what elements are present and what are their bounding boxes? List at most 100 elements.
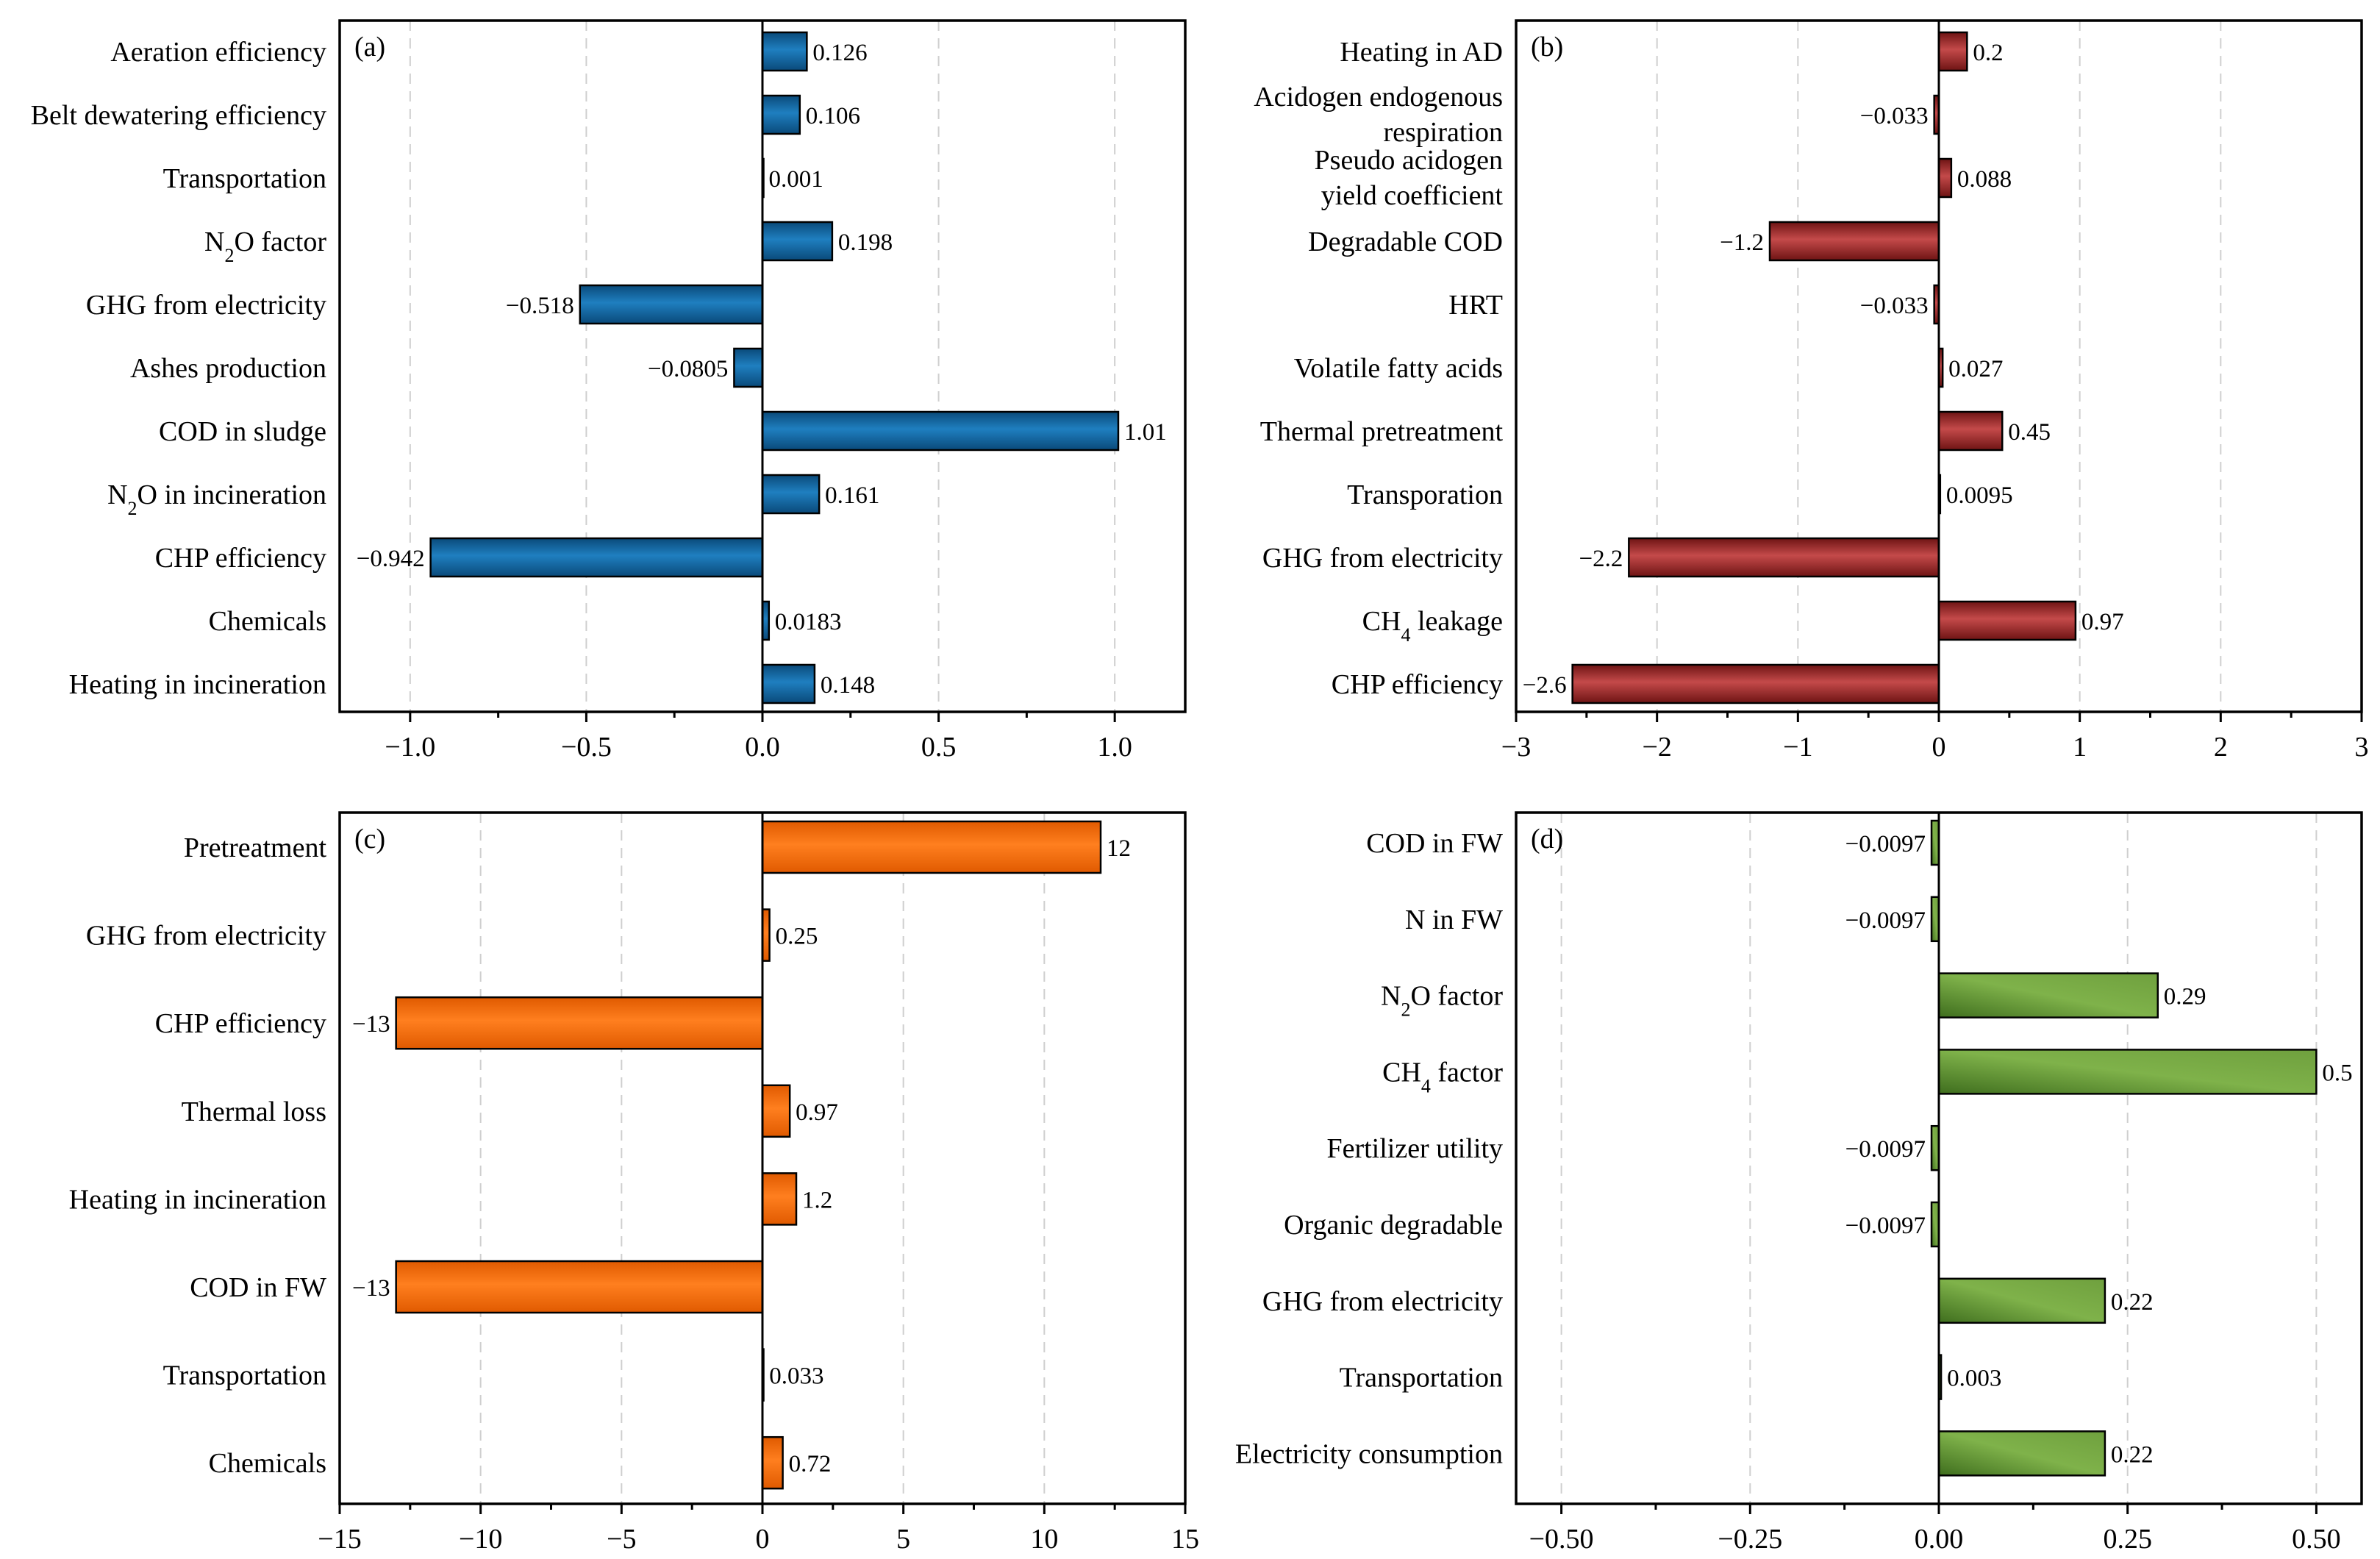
x-tick-label: −10 xyxy=(459,1524,502,1555)
x-tick-label: 2 xyxy=(2214,732,2228,763)
bar-cod-in-fw xyxy=(395,1260,764,1314)
value-label: 0.003 xyxy=(1947,1366,2001,1392)
value-label: 0.22 xyxy=(2111,1289,2154,1316)
value-label: 0.72 xyxy=(789,1451,832,1477)
category-label: GHG from electricity xyxy=(86,921,326,952)
value-label: −0.033 xyxy=(1860,103,1929,129)
value-label: 12 xyxy=(1107,835,1131,862)
bar-n2o-in-incineration xyxy=(761,474,821,515)
panel-tag: (c) xyxy=(354,824,385,855)
panel-c-chart: 12 Pretreatment 0.25 GHG from electricity −1… xyxy=(69,811,1199,1555)
value-label: −0.033 xyxy=(1860,293,1929,319)
panel-tag: (a) xyxy=(354,32,385,63)
value-label: −13 xyxy=(352,1275,390,1302)
category-label: COD in sludge xyxy=(159,416,326,447)
panel-tag: (b) xyxy=(1531,32,1563,63)
value-label: 0.5 xyxy=(2322,1060,2352,1086)
bar-ghg-from-electricity xyxy=(1937,1277,2106,1324)
category-label: CH4 leakage xyxy=(1362,606,1503,646)
bar-ghg-from-electricity xyxy=(1628,537,1940,578)
category-label: Belt dewatering efficiency xyxy=(31,100,326,131)
bar-cod-in-sludge xyxy=(761,410,1120,452)
value-label: 0.126 xyxy=(812,40,867,66)
category-label: Thermal loss xyxy=(182,1096,326,1127)
value-label: −13 xyxy=(352,1011,390,1038)
category-label: COD in FW xyxy=(1366,828,1503,859)
category-label: Pretreatment xyxy=(184,832,327,863)
x-tick-label: 0 xyxy=(1932,732,1946,763)
value-label: 0.45 xyxy=(2008,419,2051,446)
x-tick-label: 0.50 xyxy=(2292,1524,2341,1555)
panel-b-chart: 0.2 Heating in AD −0.033 Acidogen endogenou… xyxy=(1254,19,2369,763)
x-tick-label: 0.00 xyxy=(1915,1524,1964,1555)
value-label: 0.033 xyxy=(769,1363,823,1390)
category-label: HRT xyxy=(1448,290,1503,321)
x-tick-label: 0 xyxy=(756,1524,770,1555)
bar-ch4-factor xyxy=(1937,1049,2318,1095)
value-label: 0.161 xyxy=(825,482,879,509)
x-tick-label: −0.50 xyxy=(1529,1524,1594,1555)
category-label: Transportation xyxy=(163,163,326,194)
bar-aeration-efficiency xyxy=(761,31,808,72)
category-label: Heating in incineration xyxy=(69,669,326,700)
value-label: 0.0095 xyxy=(1946,482,2013,509)
category-label: COD in FW xyxy=(190,1272,326,1303)
bar-chp-efficiency xyxy=(1571,663,1940,704)
bar-heating-in-incineration xyxy=(761,1172,798,1226)
value-label: −0.0097 xyxy=(1845,907,1926,934)
value-label: 0.027 xyxy=(1948,356,2003,382)
panel-d-chart: −0.0097 COD in FW −0.0097 N in FW 0.29 N2O fa… xyxy=(1235,811,2363,1555)
x-tick-label: 5 xyxy=(896,1524,910,1555)
category-label: Chemicals xyxy=(209,606,326,637)
category-label: N2O in incineration xyxy=(107,479,326,519)
value-label: −0.0097 xyxy=(1845,1213,1926,1239)
value-label: 0.001 xyxy=(768,166,823,193)
bar-ch4-leakage xyxy=(1937,600,2077,641)
x-tick-label: −1 xyxy=(1783,732,1812,763)
value-label: −2.6 xyxy=(1523,672,1567,699)
value-label: 0.106 xyxy=(806,103,860,129)
value-label: 0.97 xyxy=(796,1099,838,1126)
value-label: −0.0097 xyxy=(1845,831,1926,857)
bar-chp-efficiency xyxy=(429,537,764,578)
category-label: Thermal pretreatment xyxy=(1260,416,1504,447)
bar-chemicals xyxy=(761,1435,784,1490)
bar-ashes-production xyxy=(733,347,764,388)
value-label: −0.942 xyxy=(357,546,425,572)
bar-pretreatment xyxy=(761,820,1102,874)
x-tick-label: −15 xyxy=(318,1524,361,1555)
category-label: Degradable COD xyxy=(1308,226,1503,257)
bar-belt-dewatering-efficiency xyxy=(761,94,801,135)
category-label: N2O factor xyxy=(204,226,326,266)
category-label: Volatile fatty acids xyxy=(1294,353,1503,384)
category-label: Ashes production xyxy=(130,353,326,384)
category-label: Transportation xyxy=(163,1360,326,1391)
x-tick-label: −3 xyxy=(1501,732,1531,763)
category-label: Transporation xyxy=(1347,479,1503,510)
category-label: CHP efficiency xyxy=(1332,669,1503,700)
value-label: 0.22 xyxy=(2111,1441,2154,1468)
value-label: 0.148 xyxy=(821,672,875,699)
x-tick-label: −5 xyxy=(607,1524,636,1555)
x-tick-label: 1.0 xyxy=(1097,732,1132,763)
category-label: Aeration efficiency xyxy=(110,37,326,68)
value-label: 0.2 xyxy=(1973,40,2003,66)
x-tick-label: −0.5 xyxy=(561,732,612,763)
value-label: 0.97 xyxy=(2081,609,2124,635)
value-label: 0.088 xyxy=(1957,166,2012,193)
bar-electricity-consumption xyxy=(1937,1430,2106,1477)
category-label: Electricity consumption xyxy=(1235,1438,1503,1469)
x-tick-label: 0.5 xyxy=(921,732,957,763)
category-label: N2O factor xyxy=(1381,981,1503,1021)
category-label: Heating in incineration xyxy=(69,1184,326,1215)
value-label: 1.01 xyxy=(1124,419,1167,446)
x-tick-label: 0.25 xyxy=(2103,1524,2152,1555)
value-label: −0.0097 xyxy=(1845,1136,1926,1163)
category-label: CH4 factor xyxy=(1382,1057,1503,1096)
bar-n2o-factor xyxy=(761,221,834,262)
category-label: Fertilizer utility xyxy=(1326,1133,1503,1164)
category-label: Pseudo acidogen yield coefficient xyxy=(1315,145,1504,211)
value-label: −0.518 xyxy=(506,293,574,319)
x-tick-label: 0.0 xyxy=(745,732,780,763)
value-label: 0.0183 xyxy=(775,609,842,635)
